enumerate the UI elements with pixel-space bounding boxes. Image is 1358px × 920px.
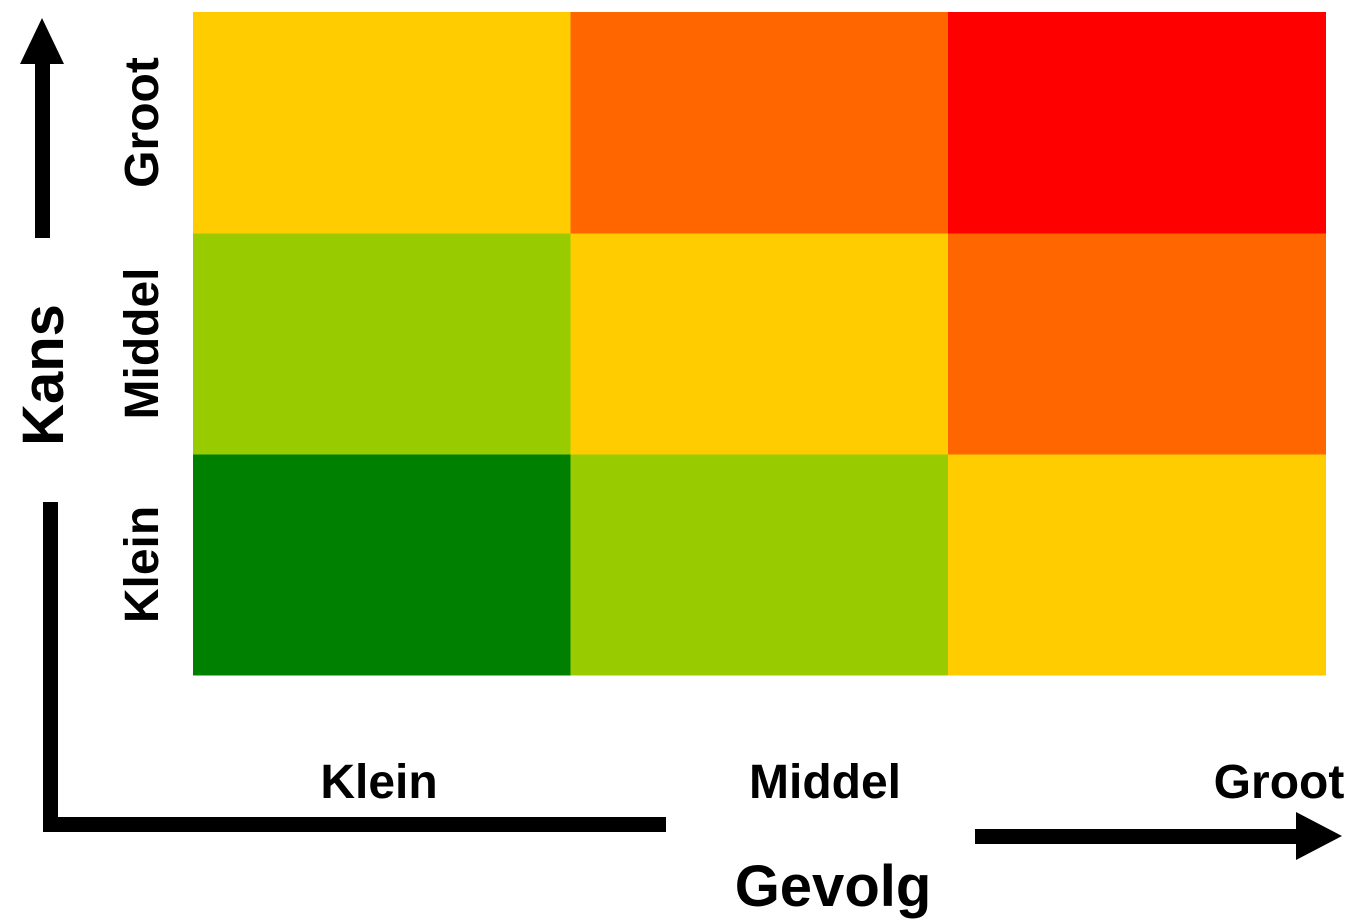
heatmap-cell-kans-klein-gevolg-klein [193, 454, 571, 676]
x-axis-arrow-head [1296, 812, 1342, 860]
heatmap-cells [193, 12, 1326, 676]
y-tick-labels: Klein Middel Groot [116, 57, 169, 623]
x-tick-labels: Klein Middel Groot [320, 756, 1344, 809]
y-axis-arrow-shaft [35, 60, 50, 238]
y-tick-label-groot: Groot [116, 57, 169, 188]
x-axis: Gevolg [43, 812, 1342, 919]
heatmap-cell-kans-groot-gevolg-klein [193, 12, 571, 234]
x-tick-label-klein: Klein [320, 756, 437, 809]
y-axis-title: Kans [11, 304, 76, 446]
heatmap-cell-kans-groot-gevolg-groot [948, 12, 1326, 234]
x-axis-line [43, 817, 666, 832]
heatmap-cell-kans-klein-gevolg-middel [570, 454, 949, 676]
x-axis-arrow-shaft [975, 829, 1300, 844]
y-tick-label-klein: Klein [116, 506, 169, 623]
x-tick-label-middel: Middel [749, 756, 901, 809]
x-axis-title: Gevolg [735, 854, 932, 919]
y-tick-label-middel: Middel [116, 268, 169, 420]
heatmap-cell-kans-groot-gevolg-middel [570, 12, 949, 234]
heatmap-cell-kans-middel-gevolg-klein [193, 233, 571, 455]
y-axis-line [43, 502, 58, 832]
y-axis-arrow-head [20, 18, 64, 64]
heatmap-cell-kans-middel-gevolg-middel [570, 233, 949, 455]
x-tick-label-groot: Groot [1214, 756, 1345, 809]
y-axis: Kans [11, 18, 76, 832]
heatmap-cell-kans-middel-gevolg-groot [948, 233, 1326, 455]
heatmap-cell-kans-klein-gevolg-groot [948, 454, 1326, 676]
